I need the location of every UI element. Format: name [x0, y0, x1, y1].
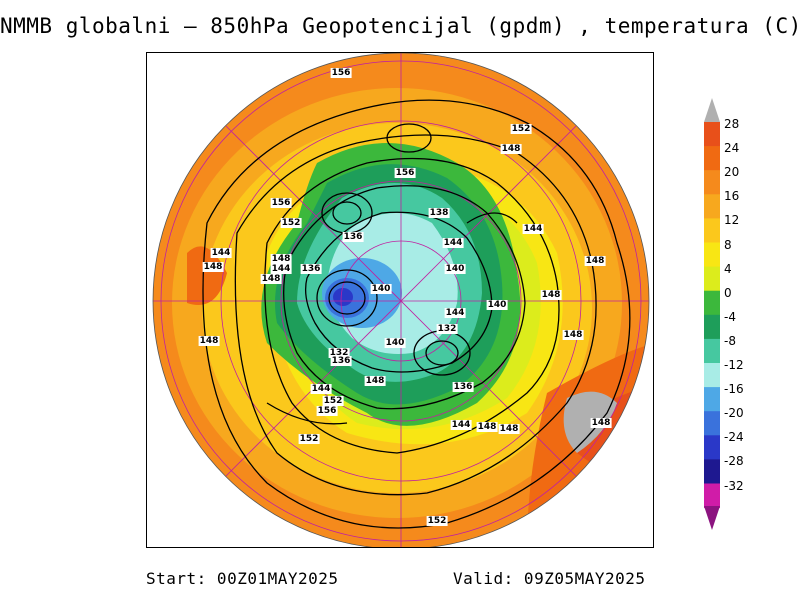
contour-label: 152	[280, 218, 302, 228]
legend-swatch	[704, 146, 720, 171]
legend-swatch	[704, 387, 720, 412]
contour-label: 144	[450, 420, 472, 430]
valid-time: Valid: 09Z05MAY2025	[453, 569, 646, 588]
legend-swatch	[704, 218, 720, 243]
legend-bottom-arrow	[704, 506, 720, 530]
legend-swatch	[704, 242, 720, 268]
legend-swatch	[704, 459, 720, 484]
contour-label: 156	[394, 168, 416, 178]
contour-label: 148	[584, 256, 606, 266]
contour-label: 148	[260, 274, 282, 284]
contour-label: 140	[486, 300, 508, 310]
legend-swatch	[704, 338, 720, 364]
contour-label: 156	[330, 68, 352, 78]
contour-label: 156	[316, 406, 338, 416]
contour-label: 136	[330, 356, 352, 366]
color-legend	[704, 98, 720, 530]
legend-tick-label: -20	[724, 406, 744, 421]
legend-swatch	[704, 266, 720, 292]
terrain-mask	[563, 391, 617, 453]
geopotential-contours	[202, 99, 631, 529]
contour-label: 152	[298, 434, 320, 444]
legend-swatch	[704, 435, 720, 460]
legend-tick-label: 4	[724, 261, 732, 276]
legend-tick-label: -24	[724, 430, 744, 445]
legend-tick-label: -32	[724, 478, 744, 493]
legend-swatch	[704, 290, 720, 316]
contour-label: 148	[540, 290, 562, 300]
legend-tick-label: 20	[724, 165, 740, 180]
legend-swatch	[704, 314, 720, 340]
legend-tick-label: -12	[724, 358, 744, 372]
start-time: Start: 00Z01MAY2025	[146, 569, 339, 588]
contour-label: 148	[198, 336, 220, 346]
contour-label: 144	[270, 264, 292, 274]
contour-label: 132	[328, 348, 350, 358]
contour-label: 152	[426, 516, 448, 526]
legend-swatch	[704, 363, 720, 388]
legend-swatch	[704, 194, 720, 219]
map-disk-outline	[152, 53, 650, 547]
legend-tick-label: 16	[724, 189, 740, 204]
legend-tick-label: 8	[724, 237, 732, 252]
contour-label: 136	[342, 232, 364, 242]
legend-tick-label: 24	[724, 141, 740, 156]
contour-label: 152	[322, 396, 344, 406]
legend-swatch	[704, 483, 720, 509]
contour-label: 148	[500, 144, 522, 154]
contour-label: 140	[384, 338, 406, 348]
contour-label: 138	[428, 208, 450, 218]
legend-swatch	[704, 122, 720, 147]
contour-label: 144	[310, 384, 332, 394]
chart-title: NMMB globalni – 850hPa Geopotencijal (gp…	[0, 14, 800, 38]
contour-label: 156	[270, 198, 292, 208]
contour-label: 144	[210, 248, 232, 258]
legend-tick-label: -4	[724, 309, 736, 324]
contour-label: 148	[202, 262, 224, 272]
legend-swatch	[704, 170, 720, 195]
contour-label: 140	[370, 284, 392, 294]
polar-map	[152, 53, 650, 547]
legend-tick-label: 12	[724, 213, 740, 228]
temp-field-hot-west	[187, 246, 227, 305]
contour-label: 132	[436, 324, 458, 334]
contour-label: 136	[300, 264, 322, 274]
contour-label: 152	[510, 124, 532, 134]
legend-tick-label: -8	[724, 333, 736, 348]
legend-tick-label: -28	[724, 454, 744, 469]
map-panel: 156 152 148 156 156 152 136 138 144 144 148 144 148 1…	[146, 52, 654, 548]
contour-label: 148	[476, 422, 498, 432]
legend-top-arrow	[704, 98, 720, 122]
legend-tick-label: 0	[724, 285, 732, 300]
contour-label: 144	[444, 308, 466, 318]
contour-label: 140	[444, 264, 466, 274]
legend-tick-label: -16	[724, 382, 744, 397]
temp-field-m24	[333, 288, 353, 306]
contour-label: 148	[590, 418, 612, 428]
legend-tick-label: 28	[724, 117, 740, 131]
legend-swatch	[704, 411, 720, 436]
contour-label: 148	[498, 424, 520, 434]
contour-label: 148	[270, 254, 292, 264]
contour-label: 148	[364, 376, 386, 386]
contour-label: 136	[452, 382, 474, 392]
contour-label: 144	[442, 238, 464, 248]
contour-label: 148	[562, 330, 584, 340]
contour-label: 144	[522, 224, 544, 234]
